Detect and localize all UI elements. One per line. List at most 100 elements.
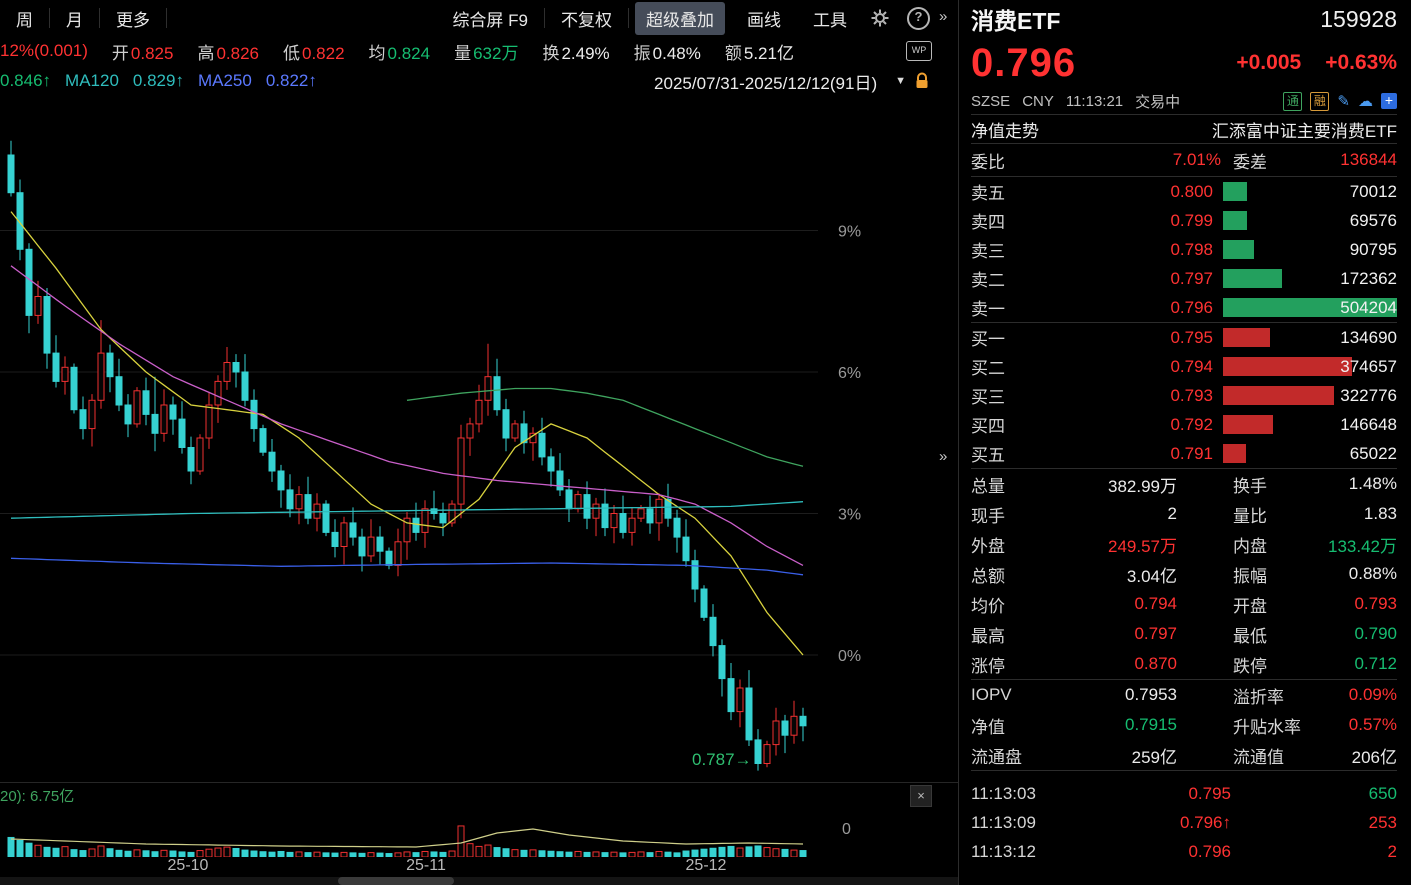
divider — [971, 770, 1397, 771]
tool-draw-line[interactable]: 画线 — [747, 10, 781, 30]
divider — [971, 679, 1397, 680]
stat-value: 0.7915 — [1125, 715, 1177, 734]
dropdown-caret-icon[interactable]: ▼ — [895, 75, 906, 87]
stat-value: 259亿 — [1131, 747, 1177, 767]
stat-label: 溢折率 — [1233, 687, 1284, 707]
candle-info-bar: 12%(0.001) 开 0.825 高 0.826 低 0.822 均 0.824 量… — [0, 36, 958, 66]
date-range[interactable]: 2025/07/31-2025/12/12(91日) — [654, 73, 878, 93]
stat-row: 总量 382.99万 换手 1.48% — [971, 469, 1397, 499]
toolbar-overflow-icon[interactable]: » — [939, 8, 948, 25]
connect-badge: 通 — [1283, 91, 1303, 111]
bid-row-5[interactable]: 买五 0.791 65022 — [971, 439, 1397, 468]
date-range-group: 2025/07/31-2025/12/12(91日) ▼ — [654, 69, 944, 94]
y-axis-label: 0% — [838, 648, 861, 665]
stat-value: 0.88% — [1348, 564, 1397, 583]
bid-row-2[interactable]: 买二 0.794 374657 — [971, 352, 1397, 381]
x-tick-oct: 25-10 — [167, 857, 209, 874]
panel-collapse-handle[interactable]: » — [939, 448, 948, 465]
ask-price: 0.799 — [1170, 210, 1213, 230]
low-price-tag: 0.787→ — [692, 750, 752, 769]
stat-value: 0.870 — [1134, 654, 1177, 673]
ask-volume-bar — [1223, 211, 1248, 230]
avg-field: 均 0.824 — [368, 43, 431, 63]
tool-toolbox[interactable]: 工具 — [813, 10, 847, 30]
stat-value: 0.793 — [1354, 594, 1397, 613]
stat-label: 换手 — [1233, 476, 1267, 496]
divider — [971, 468, 1397, 469]
ask-row-4[interactable]: 卖四 0.799 69576 — [971, 206, 1397, 235]
ask-row-2[interactable]: 卖二 0.797 172362 — [971, 264, 1397, 293]
tab-month[interactable]: 月 — [66, 10, 83, 30]
ask-row-3[interactable]: 卖三 0.798 90795 — [971, 235, 1397, 264]
bid-level-label: 买一 — [971, 330, 1005, 349]
bid-volume: 146648 — [1340, 415, 1397, 434]
stat-value: 0.790 — [1354, 624, 1397, 643]
bid-row-3[interactable]: 买三 0.793 322776 — [971, 381, 1397, 410]
scrollbar-thumb[interactable] — [338, 877, 454, 885]
tool-composite-f9[interactable]: 综合屏 F9 — [452, 10, 528, 30]
high-field: 高 0.826 — [197, 43, 259, 63]
add-icon[interactable]: + — [1381, 93, 1397, 109]
tool-super-overlay[interactable]: 超级叠加 — [635, 1, 725, 35]
divider — [628, 8, 629, 28]
weibi-label: 委比 — [971, 152, 1005, 172]
volume-chart[interactable] — [0, 801, 935, 857]
bid-volume: 65022 — [1349, 444, 1397, 463]
cloud-icon[interactable]: ☁ — [1358, 93, 1373, 110]
tick-volume: 253 — [1368, 812, 1397, 832]
stat-label: 升贴水率 — [1233, 717, 1301, 737]
ask-level-label: 卖二 — [971, 271, 1005, 290]
last-price: 0.796 — [971, 40, 1077, 85]
ask-row-5[interactable]: 卖五 0.800 70012 — [971, 177, 1397, 206]
bid-price: 0.794 — [1170, 356, 1213, 376]
stat-value: 249.57万 — [1108, 536, 1177, 556]
tab-week[interactable]: 周 — [16, 10, 33, 30]
low-field: 低 0.822 — [282, 43, 345, 63]
edit-icon[interactable]: ✎ — [1337, 93, 1350, 110]
bid-row-4[interactable]: 买四 0.792 146648 — [971, 410, 1397, 439]
ask-volume-bar — [1223, 269, 1283, 288]
tick-price: 0.795 — [1188, 783, 1231, 803]
tick-list: 11:13:03 0.795 650 11:13:09 0.796↑ 253 1… — [971, 779, 1397, 866]
divider — [971, 176, 1397, 177]
stat-label: 现手 — [971, 506, 1005, 526]
quote-time: 11:13:21 — [1065, 92, 1124, 110]
bid-level-label: 买四 — [971, 417, 1005, 436]
stat-value: 3.04亿 — [1126, 566, 1177, 586]
nav-trend-link[interactable]: 净值走势 — [971, 121, 1039, 141]
tick-row[interactable]: 11:13:12 0.796 2 — [971, 837, 1397, 866]
tick-row[interactable]: 11:13:09 0.796↑ 253 — [971, 808, 1397, 837]
tool-no-adjust[interactable]: 不复权 — [561, 10, 612, 30]
divider — [971, 114, 1397, 115]
volume-panel: 20): 6.75亿 × 0 25-10 25-11 25-12 — [0, 782, 958, 878]
stat-label: 量比 — [1233, 506, 1267, 526]
ask-volume: 90795 — [1349, 240, 1397, 259]
bid-volume-bar — [1223, 415, 1274, 434]
horizontal-scrollbar[interactable] — [0, 877, 958, 885]
bid-row-1[interactable]: 买一 0.795 134690 — [971, 323, 1397, 352]
ask-row-1[interactable]: 卖一 0.796 504204 — [971, 293, 1397, 322]
stat-value: 0.09% — [1348, 685, 1397, 704]
amount-field: 额 5.21亿 — [724, 43, 794, 63]
bid-level-label: 买五 — [971, 446, 1005, 465]
stat-value: 133.42万 — [1328, 536, 1397, 556]
ask-level-label: 卖五 — [971, 184, 1005, 203]
settings-gear-icon[interactable] — [871, 9, 889, 27]
volume-ma-header: 20): 6.75亿 — [0, 788, 75, 805]
divider — [971, 143, 1397, 144]
lock-icon[interactable] — [914, 72, 930, 90]
help-icon[interactable]: ? — [907, 6, 930, 30]
bid-volume-bar — [1223, 444, 1246, 463]
tab-more[interactable]: 更多 — [116, 10, 150, 30]
ma-line-yellow — [10, 211, 804, 656]
close-icon[interactable]: × — [910, 785, 932, 807]
ask-volume-bar — [1223, 240, 1255, 259]
bid-volume-bar — [1223, 328, 1270, 347]
kline-chart[interactable]: 9% 6% 3% 0% 0.787→ — [0, 100, 935, 782]
tick-row[interactable]: 11:13:03 0.795 650 — [971, 779, 1397, 808]
tick-time: 11:13:03 — [971, 783, 1036, 803]
wp-monitor-icon[interactable]: WP — [906, 41, 932, 61]
stat-label: 均价 — [971, 596, 1005, 616]
stat-label: 总额 — [971, 566, 1005, 586]
stock-name: 消费ETF — [971, 8, 1061, 34]
